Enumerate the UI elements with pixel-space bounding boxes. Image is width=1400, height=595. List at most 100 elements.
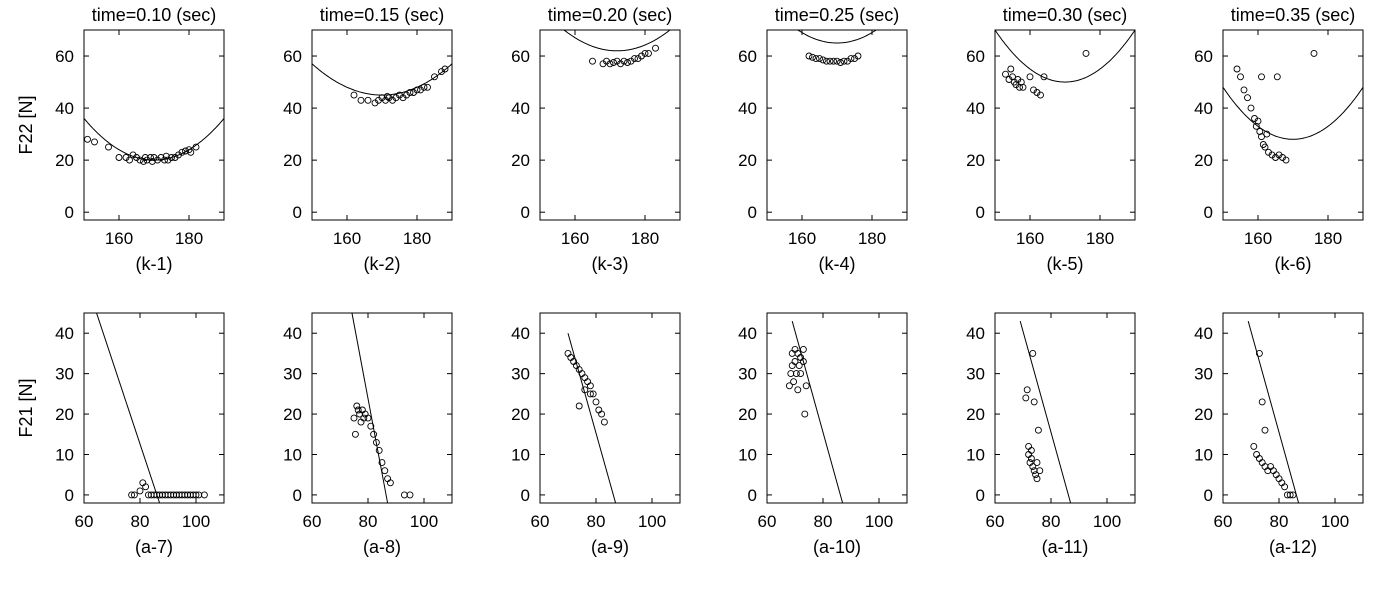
y-tick-label: 0 xyxy=(748,203,757,222)
data-point xyxy=(182,147,189,155)
data-point xyxy=(1030,467,1038,475)
data-point xyxy=(360,414,368,422)
data-point xyxy=(364,414,372,422)
data-point xyxy=(178,148,186,156)
plot-frame xyxy=(1222,29,1364,221)
data-point xyxy=(830,57,837,65)
fit-curve xyxy=(1019,320,1072,503)
data-point xyxy=(1033,459,1041,467)
data-point xyxy=(1286,491,1294,499)
data-point xyxy=(847,55,855,63)
data-point xyxy=(816,55,823,63)
data-point xyxy=(600,418,608,426)
data-point xyxy=(805,52,813,60)
data-point xyxy=(592,398,600,406)
y-tick-label: 0 xyxy=(1204,486,1213,505)
data-point xyxy=(620,57,628,65)
data-point xyxy=(606,60,614,68)
data-point xyxy=(441,65,449,73)
panel-k-2: 160 180 0 20 40 60 time=0.15 (sec) (k-2) xyxy=(283,5,453,274)
data-point xyxy=(378,459,386,467)
fit-curve xyxy=(84,118,224,161)
data-point xyxy=(797,370,805,378)
y-tick-label: 60 xyxy=(283,47,302,66)
plot-frame xyxy=(83,29,225,221)
plot-frame xyxy=(994,29,1136,221)
plot-frame xyxy=(1222,312,1364,504)
data-point xyxy=(357,96,365,104)
fit-curve xyxy=(797,30,878,44)
data-point xyxy=(1027,455,1035,462)
data-point xyxy=(354,406,362,414)
x-tick-label: 180 xyxy=(631,229,659,248)
data-point xyxy=(631,55,638,63)
x-tick-label: 100 xyxy=(865,512,893,531)
data-point xyxy=(115,154,123,161)
y-tick-label: 0 xyxy=(293,203,302,222)
panel-a-9: 60 80 100 0 10 20 30 40 (a-9) xyxy=(511,312,681,557)
y-tick-label: 10 xyxy=(283,445,302,464)
y-tick-label: 20 xyxy=(1194,151,1213,170)
data-point xyxy=(586,390,594,398)
panel-title: time=0.20 (sec) xyxy=(548,5,673,25)
data-point xyxy=(645,49,652,57)
panel-caption: (k-3) xyxy=(592,254,629,274)
data-point xyxy=(624,59,631,66)
plot-frame xyxy=(539,312,681,504)
data-point xyxy=(1029,349,1037,357)
data-point xyxy=(1022,394,1030,402)
y-tick-label: 40 xyxy=(511,324,530,343)
data-point xyxy=(142,483,150,491)
x-tick-label: 60 xyxy=(75,512,94,531)
y-tick-label: 60 xyxy=(1194,47,1213,66)
data-point xyxy=(589,57,596,65)
data-point xyxy=(809,53,816,61)
x-tick-label: 100 xyxy=(182,512,210,531)
data-point xyxy=(381,467,389,475)
y-tick-label: 20 xyxy=(511,405,530,424)
data-point xyxy=(1034,426,1042,434)
data-point xyxy=(586,382,594,390)
data-point xyxy=(84,135,91,143)
data-point xyxy=(192,491,200,499)
panel-caption: (a-12) xyxy=(1269,537,1317,557)
data-point xyxy=(413,86,421,94)
y-tick-label: 0 xyxy=(1204,203,1213,222)
panel-k-6: 160 180 0 20 40 60 time=0.35 (sec) (k-6) xyxy=(1194,5,1364,274)
plot-frame xyxy=(766,312,908,504)
data-point xyxy=(350,91,358,99)
panel-caption: (a-10) xyxy=(813,537,861,557)
panel-a-11: 60 80 100 0 10 20 30 40 (a-11) xyxy=(966,312,1136,557)
data-point xyxy=(1258,398,1266,406)
y-tick-label: 20 xyxy=(55,405,74,424)
data-point xyxy=(128,491,136,499)
data-point xyxy=(187,148,195,156)
y-tick-label: 0 xyxy=(65,486,74,505)
panel-k-4: 160 180 0 20 40 60 time=0.25 (sec) (k-4) xyxy=(738,5,908,274)
fit-curve xyxy=(791,320,844,503)
data-point xyxy=(1027,446,1035,454)
data-point xyxy=(406,491,414,499)
y-tick-label: 40 xyxy=(511,99,530,118)
y-tick-label: 10 xyxy=(55,445,74,464)
data-point xyxy=(1282,156,1290,164)
data-point xyxy=(161,156,168,164)
y-tick-label: 10 xyxy=(966,445,985,464)
data-point xyxy=(353,402,361,410)
data-point xyxy=(1026,73,1034,81)
x-tick-label: 80 xyxy=(359,512,378,531)
data-point xyxy=(168,154,175,161)
panel-k-3: 160 180 0 20 40 60 time=0.20 (sec) (k-3) xyxy=(511,5,681,274)
x-tick-label: 60 xyxy=(531,512,550,531)
x-tick-label: 160 xyxy=(1016,229,1044,248)
data-point xyxy=(140,157,147,165)
panel-caption: (k-5) xyxy=(1047,254,1084,274)
panel-caption: (k-1) xyxy=(136,254,173,274)
x-tick-label: 80 xyxy=(1270,512,1289,531)
panel-title: time=0.25 (sec) xyxy=(775,5,900,25)
plot-frame xyxy=(83,312,225,504)
data-point xyxy=(823,57,830,65)
x-tick-label: 180 xyxy=(1086,229,1114,248)
x-tick-label: 180 xyxy=(858,229,886,248)
panel-k-1: 160 180 0 20 40 60 time=0.10 (sec) (k-1) F22 [N] xyxy=(16,5,225,274)
